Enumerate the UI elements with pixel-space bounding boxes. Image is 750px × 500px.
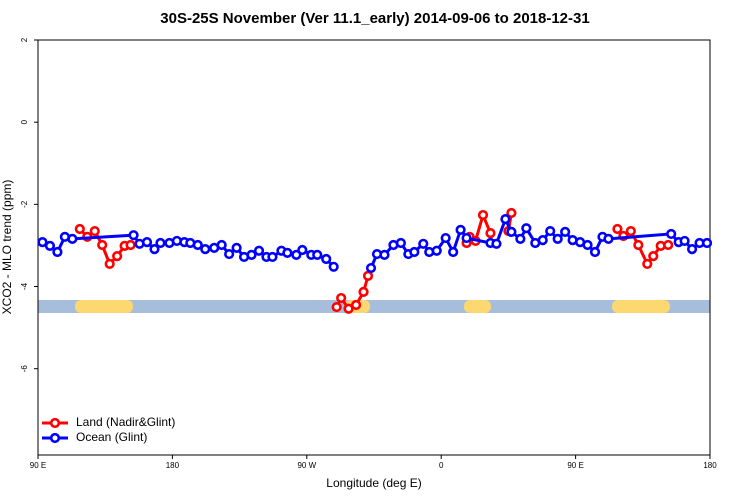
data-point — [537, 235, 548, 246]
land-band — [464, 300, 491, 313]
ocean-band — [38, 300, 710, 313]
data-point — [418, 238, 429, 249]
series — [37, 214, 713, 274]
data-point — [500, 214, 511, 225]
land-ocean-band — [38, 300, 710, 313]
data-point — [67, 233, 78, 244]
x-axis-label: Longitude (deg E) — [326, 476, 421, 490]
legend-label: Ocean (Glint) — [76, 430, 147, 444]
data-point — [409, 246, 420, 258]
data-point — [358, 286, 369, 297]
data-point — [231, 242, 242, 254]
data-point — [612, 223, 623, 235]
data-point — [246, 249, 257, 260]
data-point — [560, 226, 571, 237]
x-tick-label: 90 W — [297, 461, 316, 470]
data-point — [331, 301, 342, 313]
data-point — [89, 225, 100, 237]
x-tick-label: 90 E — [567, 461, 583, 470]
y-tick-label: -4 — [20, 282, 29, 290]
land-band — [612, 300, 670, 313]
x-tick-label: 0 — [439, 461, 444, 470]
y-tick-label: 0 — [20, 119, 29, 124]
y-tick-label: -6 — [20, 365, 29, 373]
data-point — [461, 232, 472, 244]
data-point — [112, 251, 123, 262]
data-point — [141, 237, 153, 248]
data-point — [282, 247, 293, 258]
land-band — [75, 300, 133, 313]
legend-marker — [49, 432, 61, 444]
series — [74, 207, 674, 314]
data-point — [477, 209, 489, 221]
x-tick-label: 180 — [166, 461, 180, 470]
data-point — [701, 237, 713, 249]
data-point — [128, 230, 139, 241]
data-point — [321, 253, 332, 265]
data-point — [521, 223, 532, 234]
data-point — [216, 239, 227, 251]
data-point — [74, 223, 85, 235]
data-point — [582, 239, 593, 251]
data-point — [686, 244, 698, 255]
legend-marker — [49, 417, 61, 429]
data-point — [431, 245, 442, 256]
data-point — [52, 246, 63, 258]
data-point — [365, 262, 377, 274]
data-point — [506, 207, 517, 219]
data-point — [149, 244, 160, 255]
data-point — [297, 244, 308, 256]
data-point — [350, 299, 362, 311]
y-axis-label: XCO2 - MLO trend (ppm) — [0, 180, 14, 315]
data-point — [379, 249, 390, 260]
y-tick-label: 2 — [20, 37, 29, 42]
data-point — [679, 235, 690, 247]
data-point — [440, 232, 451, 244]
data-point — [666, 228, 677, 240]
data-point — [448, 246, 459, 258]
x-tick-label: 180 — [703, 461, 717, 470]
data-point — [395, 237, 406, 249]
data-point — [589, 246, 601, 258]
data-point — [362, 270, 374, 281]
data-point — [37, 237, 48, 248]
chart-title: 30S-25S November (Ver 11.1_early) 2014-0… — [160, 10, 589, 27]
x-tick-label: 90 E — [30, 461, 46, 470]
data-point — [506, 226, 517, 237]
data-point — [155, 237, 166, 249]
data-point — [267, 251, 278, 263]
data-point — [343, 303, 354, 314]
data-point — [663, 239, 674, 251]
data-point — [104, 258, 115, 270]
legend: Land (Nadir&Glint)Ocean (Glint) — [42, 415, 175, 444]
data-point — [515, 233, 526, 244]
data-point — [625, 225, 636, 237]
data-point — [125, 239, 136, 251]
data-point — [485, 228, 496, 239]
data-point — [224, 248, 235, 260]
data-point — [603, 233, 614, 244]
data-point — [552, 233, 563, 244]
data-point — [312, 249, 323, 260]
y-tick-label: -2 — [20, 200, 29, 208]
data-point — [328, 261, 339, 272]
data-point — [44, 240, 56, 251]
data-point — [336, 292, 347, 304]
data-point — [192, 239, 203, 251]
data-point — [97, 239, 108, 251]
data-point — [491, 238, 502, 249]
plot-frame — [37, 39, 711, 456]
data-point — [253, 245, 265, 256]
legend-label: Land (Nadir&Glint) — [76, 415, 175, 429]
data-point — [648, 251, 659, 262]
data-point — [633, 239, 644, 251]
data-point — [455, 224, 466, 235]
data-point — [642, 258, 653, 270]
data-point — [200, 244, 211, 255]
data-point — [545, 225, 556, 237]
